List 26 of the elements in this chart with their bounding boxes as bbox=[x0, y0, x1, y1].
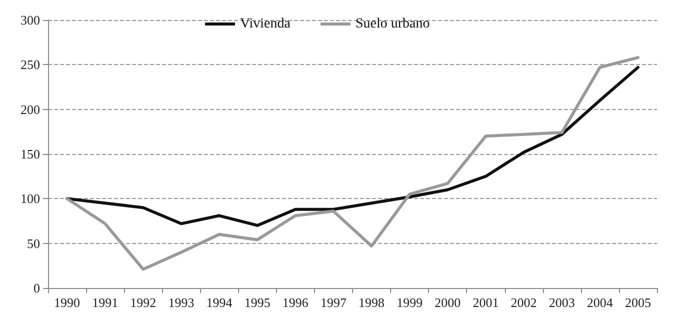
x-tick-label: 1996 bbox=[282, 295, 309, 310]
line-series bbox=[66, 66, 640, 227]
y-tick-label: 50 bbox=[27, 236, 40, 251]
legend-label: Vivienda bbox=[240, 16, 292, 32]
y-tick-label: 150 bbox=[20, 146, 40, 162]
x-tick-label: 1994 bbox=[206, 295, 233, 310]
x-tick-label: 2000 bbox=[434, 295, 461, 310]
x-tick-label: 1992 bbox=[130, 295, 156, 310]
x-tick-label: 1995 bbox=[244, 295, 270, 310]
x-tick-label: 1997 bbox=[320, 295, 347, 310]
y-tick-label: 200 bbox=[20, 102, 40, 117]
x-tick-label: 1990 bbox=[54, 295, 80, 310]
x-tick-label: 1993 bbox=[168, 295, 194, 310]
y-tick-label: 100 bbox=[20, 191, 40, 206]
x-tick-label: 1999 bbox=[396, 295, 423, 310]
legend-label: Suelo urbano bbox=[355, 16, 430, 32]
x-tick-label: 2003 bbox=[548, 295, 575, 310]
y-tick-label: 0 bbox=[34, 280, 40, 296]
x-tick-label: 1998 bbox=[358, 295, 385, 310]
x-tick-label: 2001 bbox=[472, 295, 499, 310]
x-tick-label: 1991 bbox=[92, 295, 118, 310]
x-tick-label: 2005 bbox=[624, 295, 651, 310]
y-tick-label: 300 bbox=[20, 12, 40, 28]
x-tick-label: 2002 bbox=[510, 295, 537, 310]
y-tick-label: 250 bbox=[20, 57, 40, 72]
x-tick-label: 2004 bbox=[586, 295, 614, 310]
